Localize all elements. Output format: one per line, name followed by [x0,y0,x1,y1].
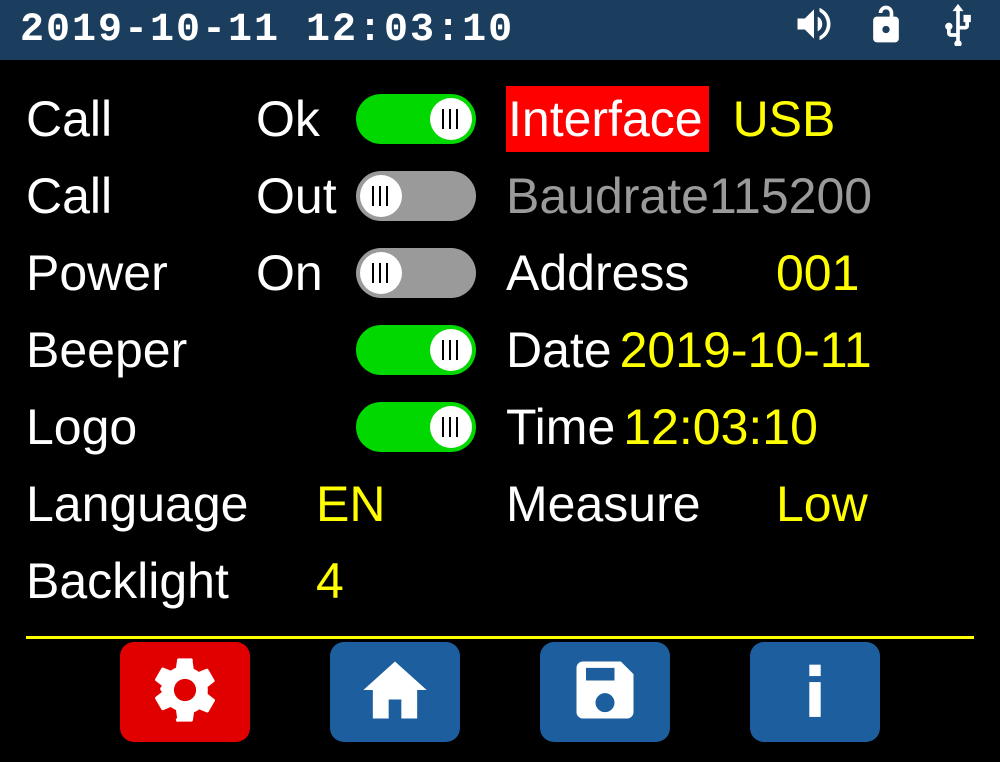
label: Backlight [26,552,286,610]
value: 12:03:10 [623,398,818,456]
speaker-icon [792,2,836,59]
status-icons [792,2,980,59]
toggle[interactable] [356,325,476,375]
setting-language[interactable]: Language EN [26,465,506,542]
setting-backlight[interactable]: Backlight 4 [26,542,506,619]
save-button[interactable] [540,642,670,742]
toggle[interactable] [356,402,476,452]
setting-interface[interactable]: Interface USB [506,80,974,157]
label: Power [26,244,256,302]
home-icon [357,652,433,733]
usb-icon [936,2,980,59]
label: Time [506,398,615,456]
sublabel: Ok [256,90,356,148]
setting-logo[interactable]: Logo [26,388,506,465]
setting-date[interactable]: Date 2019-10-11 [506,311,974,388]
settings-left-column: Call Ok Call Out Power On Beeper Logo [26,80,506,620]
label: Language [26,475,286,533]
value: EN [316,475,385,533]
setting-address[interactable]: Address 001 [506,234,974,311]
status-datetime: 2019-10-11 12:03:10 [20,8,792,53]
settings-panel: Call Ok Call Out Power On Beeper Logo [0,60,1000,762]
info-button[interactable] [750,642,880,742]
sublabel: On [256,244,356,302]
setting-power-on[interactable]: Power On [26,234,506,311]
setting-beeper[interactable]: Beeper [26,311,506,388]
setting-time[interactable]: Time 12:03:10 [506,388,974,465]
home-button[interactable] [330,642,460,742]
value: USB [733,90,836,148]
setting-call-ok[interactable]: Call Ok [26,80,506,157]
setting-measure[interactable]: Measure Low [506,465,974,542]
status-bar: 2019-10-11 12:03:10 [0,0,1000,60]
save-icon [567,652,643,733]
settings-button[interactable] [120,642,250,742]
value: Low [776,475,868,533]
toggle[interactable] [356,94,476,144]
bottom-buttons [0,642,1000,742]
label: Measure [506,475,756,533]
toggle[interactable] [356,171,476,221]
label: Address [506,244,756,302]
label: Baudrate [506,167,709,225]
settings-right-column: Interface USB Baudrate 115200 Address 00… [506,80,974,620]
value: 2019-10-11 [620,321,872,379]
gear-icon [147,652,223,733]
info-icon [777,652,853,733]
unlock-icon [864,2,908,59]
label: Date [506,321,612,379]
label: Call [26,90,256,148]
setting-baudrate: Baudrate 115200 [506,157,974,234]
value: 001 [776,244,859,302]
label: Beeper [26,321,356,379]
divider [26,636,974,639]
label: Call [26,167,256,225]
value: 4 [316,552,344,610]
label: Interface [506,86,709,152]
sublabel: Out [256,167,356,225]
toggle[interactable] [356,248,476,298]
value: 115200 [709,167,872,225]
setting-call-out[interactable]: Call Out [26,157,506,234]
label: Logo [26,398,356,456]
